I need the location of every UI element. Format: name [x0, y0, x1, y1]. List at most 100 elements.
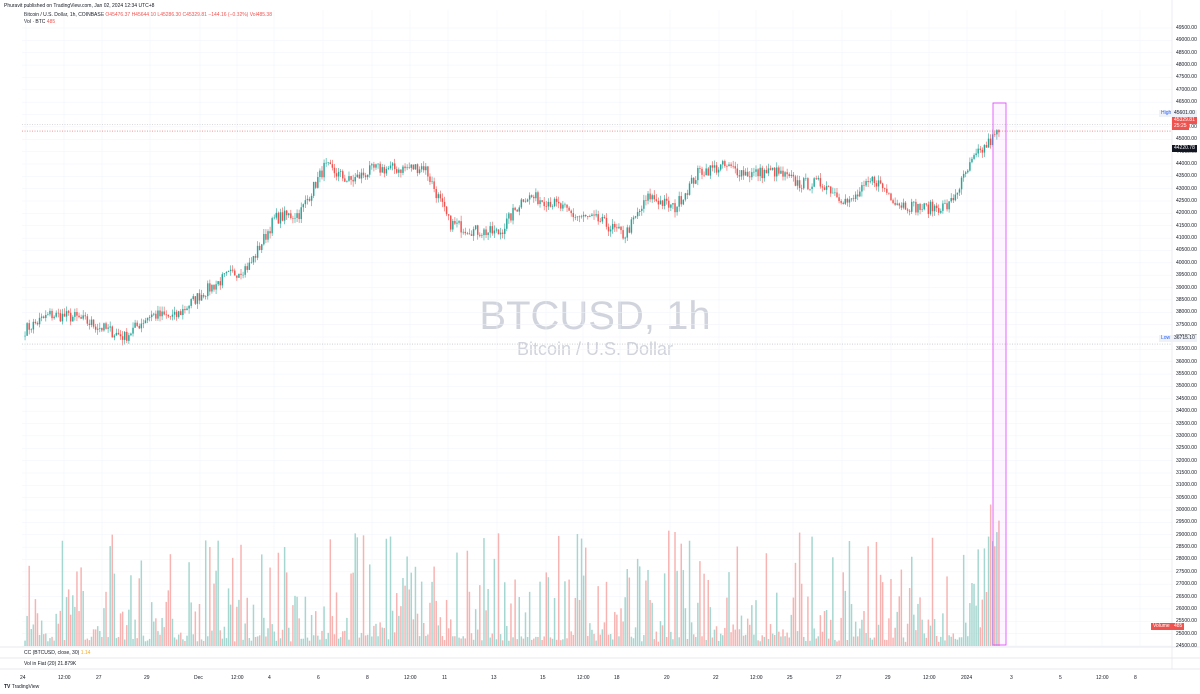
volume-bar — [458, 637, 460, 646]
volume-bar — [350, 573, 352, 646]
volume-bar — [705, 639, 707, 646]
candle-body — [626, 227, 628, 238]
vol-fiat-legend[interactable]: Vol in Fiat (20) 21.879K — [24, 661, 76, 667]
volume-bar — [927, 619, 930, 646]
volume-bar — [24, 640, 26, 646]
candle-body — [261, 244, 263, 250]
candle-body — [296, 213, 298, 218]
time-tick-label: 29 — [144, 675, 150, 681]
volume-bar — [115, 638, 118, 646]
volume-bar — [375, 623, 377, 646]
candle-body — [616, 227, 618, 229]
candle-body — [209, 283, 211, 292]
volume-bar — [277, 552, 280, 646]
candle-body — [211, 284, 213, 292]
volume-bar — [126, 625, 128, 646]
candle-body — [319, 170, 321, 178]
volume-bar — [416, 613, 419, 646]
candle-body — [987, 138, 990, 148]
price-tick-label: 37500.00 — [1176, 321, 1197, 328]
candle-body — [809, 188, 811, 190]
candle-body — [952, 198, 955, 201]
candle-body — [998, 130, 1000, 133]
candle-body — [510, 213, 512, 221]
candle-body — [607, 226, 610, 232]
volume-bar — [429, 602, 431, 646]
candle-body — [879, 180, 882, 184]
volume-bar — [655, 631, 658, 646]
candle-body — [335, 173, 338, 177]
volume-bar — [776, 592, 778, 646]
candle-body — [572, 213, 574, 218]
candle-body — [877, 180, 880, 187]
volume-bar — [92, 629, 95, 646]
candle-body — [917, 203, 919, 213]
candle-body — [327, 162, 329, 164]
candle-body — [491, 226, 494, 234]
volume-bar — [647, 569, 649, 646]
price-tick-label: 26500.00 — [1176, 593, 1197, 600]
volume-bar — [321, 630, 323, 646]
volume-bar — [701, 636, 703, 646]
candle-body — [564, 204, 566, 206]
candle-body — [167, 314, 170, 317]
price-tick-label: 40500.00 — [1176, 247, 1197, 254]
volume-bar — [283, 546, 286, 646]
volume-bar — [634, 627, 637, 646]
candle-body — [746, 171, 749, 177]
candle-body — [813, 178, 815, 187]
tradingview-logo[interactable]: TV TradingView — [4, 684, 39, 690]
candle-body — [366, 174, 369, 178]
candle-body — [996, 130, 998, 135]
volume-bar — [572, 634, 574, 646]
candle-body — [36, 323, 39, 325]
volume-bar — [726, 597, 728, 646]
candle-body — [481, 235, 483, 236]
volume-bar — [944, 640, 946, 646]
volume-bar — [163, 627, 165, 646]
volume-bar — [695, 637, 697, 646]
candle-body — [169, 316, 172, 317]
cc-indicator-legend[interactable]: CC (BTCUSD, close, 30) 1.14 — [24, 650, 90, 656]
volume-bar — [180, 632, 182, 646]
candle-body — [123, 331, 126, 340]
volume-bar — [381, 627, 383, 646]
volume-bar — [157, 631, 159, 646]
volume-bar — [387, 639, 390, 646]
candle-body — [512, 207, 514, 221]
candle-body — [688, 183, 691, 195]
time-tick-label: 8 — [1134, 675, 1137, 681]
volume-bar — [834, 639, 836, 646]
volume-bar — [722, 635, 724, 646]
candle-body — [175, 311, 178, 317]
candle-body — [150, 314, 153, 318]
candle-body — [503, 228, 506, 234]
volume-bar — [641, 641, 643, 646]
volume-bar — [84, 639, 86, 646]
volume-bar — [207, 636, 209, 646]
volume-bar — [273, 631, 275, 646]
volume-bar — [113, 573, 116, 646]
volume-bar — [539, 581, 541, 646]
candle-body — [171, 314, 174, 317]
volume-bar — [184, 641, 186, 646]
candle-body — [709, 165, 712, 176]
volume-bar — [740, 615, 743, 646]
time-tick-label: 27 — [836, 675, 842, 681]
candle-body — [30, 329, 33, 331]
candle-body — [948, 201, 950, 210]
candle-body — [254, 256, 257, 258]
candle-body — [80, 317, 82, 319]
candle-body — [703, 174, 705, 176]
candle-body — [153, 313, 155, 315]
volume-bar — [119, 613, 122, 646]
price-tick-label: 32000.00 — [1176, 457, 1197, 464]
volume-bar — [51, 636, 53, 646]
volume-bar — [715, 626, 718, 646]
volume-legend[interactable]: Vol · BTC 485 — [24, 19, 55, 25]
candle-body — [842, 202, 844, 204]
price-tick-label: 29000.00 — [1176, 531, 1197, 538]
candle-body — [630, 219, 633, 233]
candle-body — [300, 207, 302, 220]
